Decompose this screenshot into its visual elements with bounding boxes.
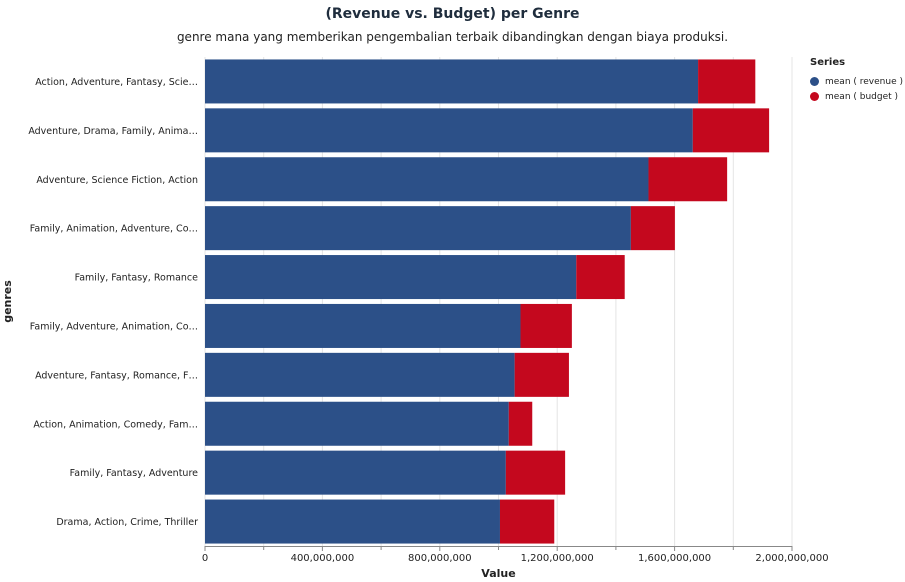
y-tick-label: Action, Animation, Comedy, Fam… xyxy=(33,419,198,430)
x-tick-label: 0 xyxy=(202,553,208,564)
bar-budget xyxy=(499,499,555,544)
x-tick-label: 1,200,000,000 xyxy=(521,553,594,564)
bar-budget xyxy=(520,303,572,348)
bar-revenue xyxy=(205,303,521,348)
bar-revenue xyxy=(205,108,693,153)
bar-revenue xyxy=(205,206,631,251)
bar-revenue xyxy=(205,59,699,104)
y-tick-label: Drama, Action, Crime, Thriller xyxy=(56,517,198,528)
chart-title: (Revenue vs. Budget) per Genre xyxy=(325,6,580,22)
y-tick-label: Adventure, Science Fiction, Action xyxy=(36,175,198,186)
bar-budget xyxy=(692,108,770,153)
y-tick-label: Family, Adventure, Animation, Co… xyxy=(30,321,198,332)
x-tick-label: 400,000,000 xyxy=(291,553,355,564)
bar-budget xyxy=(505,450,566,495)
y-tick-label: Adventure, Drama, Family, Anima… xyxy=(28,126,198,137)
x-tick-label: 800,000,000 xyxy=(408,553,472,564)
bar-revenue xyxy=(205,157,649,202)
bar-budget xyxy=(576,255,625,300)
x-tick-label: 1,600,000,000 xyxy=(638,553,711,564)
bar-budget xyxy=(508,401,533,446)
legend-label: mean ( budget ) xyxy=(825,91,899,102)
legend-title: Series xyxy=(810,57,846,68)
legend-label: mean ( revenue ) xyxy=(825,76,903,87)
bar-budget xyxy=(648,157,728,202)
bar-revenue xyxy=(205,255,577,300)
legend-item: mean ( budget ) xyxy=(810,89,903,104)
legend-swatch-icon xyxy=(810,92,819,101)
y-axis-title: genres xyxy=(1,280,14,323)
bar-revenue xyxy=(205,499,500,544)
y-tick-label: Action, Adventure, Fantasy, Scie… xyxy=(35,77,198,88)
y-tick-label: Family, Fantasy, Adventure xyxy=(70,468,198,479)
bar-revenue xyxy=(205,450,506,495)
x-tick-label: 2,000,000,000 xyxy=(755,553,828,564)
y-tick-label: Family, Animation, Adventure, Co… xyxy=(30,224,198,235)
bar-revenue xyxy=(205,352,515,397)
chart-subtitle: genre mana yang memberikan pengembalian … xyxy=(176,30,729,44)
legend-swatch-icon xyxy=(810,77,819,86)
x-axis-title: Value xyxy=(481,567,515,580)
bar-budget xyxy=(514,352,569,397)
bar-budget xyxy=(698,59,756,104)
legend: Series mean ( revenue ) mean ( budget ) xyxy=(810,57,903,104)
legend-item: mean ( revenue ) xyxy=(810,74,903,89)
y-tick-label: Adventure, Fantasy, Romance, F… xyxy=(35,370,198,381)
bar-budget xyxy=(630,206,675,251)
y-tick-label: Family, Fantasy, Romance xyxy=(75,273,199,284)
bar-revenue xyxy=(205,401,509,446)
